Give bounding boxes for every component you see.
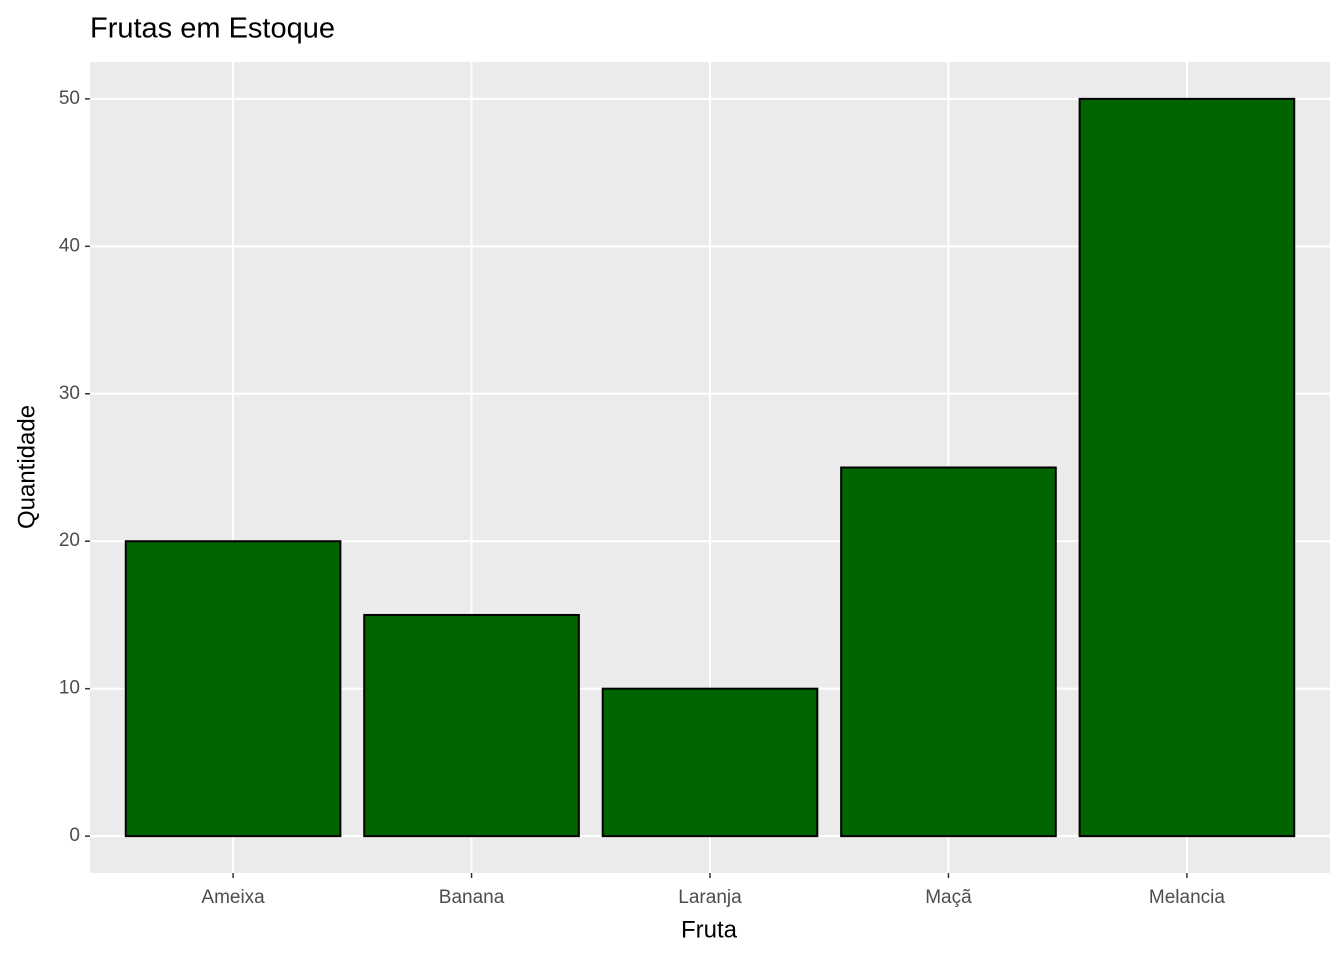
chart-title: Frutas em Estoque <box>90 13 335 45</box>
bar <box>363 613 580 838</box>
y-tick-label: 30 <box>59 383 80 404</box>
y-tick-label: 0 <box>69 825 80 846</box>
bar <box>124 540 342 838</box>
y-axis-title: Quantidade <box>13 405 40 529</box>
x-tick-label: Laranja <box>678 887 742 908</box>
bar <box>1078 97 1296 838</box>
x-tick-label: Banana <box>439 887 505 908</box>
y-tick-label: 10 <box>59 678 80 699</box>
x-tick-label: Maçã <box>925 887 972 908</box>
x-tick-label: Melancia <box>1149 887 1225 908</box>
y-tick-label: 50 <box>59 88 80 109</box>
y-tick-label: 20 <box>59 530 80 551</box>
x-axis-title: Fruta <box>681 916 738 943</box>
x-tick-label: Ameixa <box>201 887 265 908</box>
bar <box>601 687 819 838</box>
y-tick-label: 40 <box>59 235 80 256</box>
bar <box>840 466 1057 838</box>
